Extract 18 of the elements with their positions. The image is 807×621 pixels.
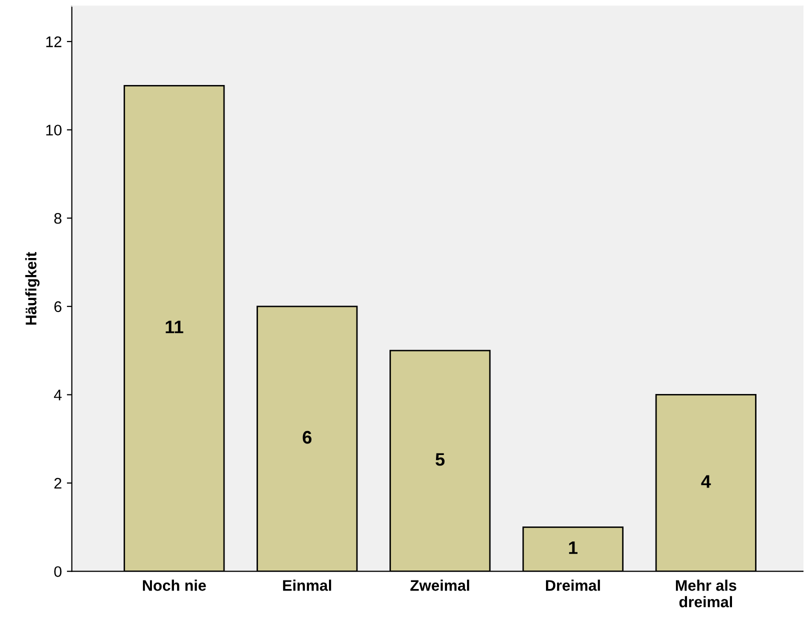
- y-tick-label: 4: [54, 390, 62, 400]
- x-tick-label: Mehr als dreimal: [676, 580, 736, 608]
- data-label: 5: [436, 453, 445, 466]
- y-tick-label: 12: [46, 36, 62, 48]
- data-label: 4: [701, 475, 711, 488]
- x-tick-label: Dreimal: [546, 580, 600, 591]
- y-tick-label: 10: [46, 124, 62, 136]
- y-tick-label: 0: [54, 566, 62, 578]
- data-label: 11: [166, 320, 184, 334]
- y-tick-label: 8: [54, 212, 62, 224]
- x-tick-label: Einmal: [283, 580, 332, 591]
- x-tick-label: Noch nie: [142, 580, 206, 591]
- y-tick-label: 2: [54, 478, 62, 489]
- y-tick-label: 6: [54, 301, 62, 312]
- x-tick-label: Zweimal: [410, 580, 470, 591]
- data-label: 6: [302, 430, 312, 444]
- y-axis-title: Häufigkeit: [25, 252, 40, 325]
- data-label: 1: [569, 541, 578, 554]
